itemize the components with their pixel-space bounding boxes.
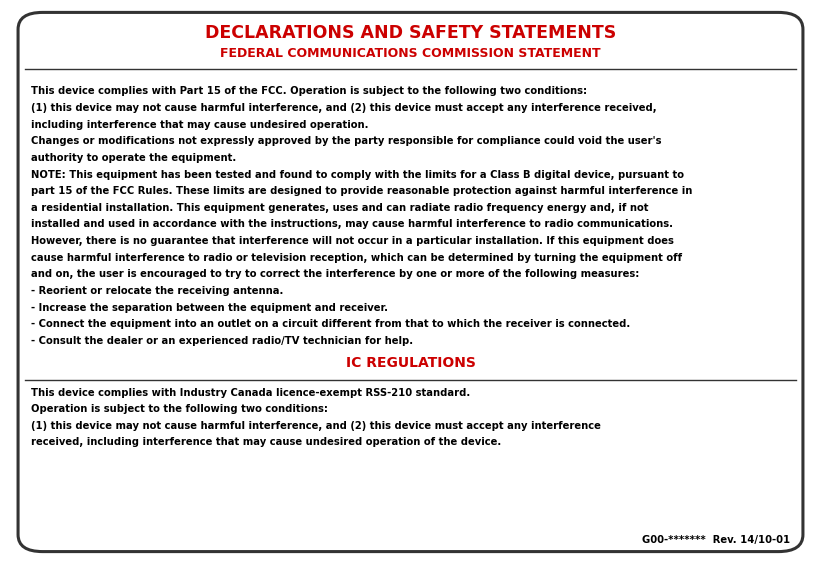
Text: installed and used in accordance with the instructions, may cause harmful interf: installed and used in accordance with th… <box>31 219 673 230</box>
Text: However, there is no guarantee that interference will not occur in a particular : However, there is no guarantee that inte… <box>31 236 674 246</box>
Text: This device complies with Industry Canada licence-exempt RSS-210 standard.: This device complies with Industry Canad… <box>31 387 470 398</box>
Text: (1) this device may not cause harmful interference, and (2) this device must acc: (1) this device may not cause harmful in… <box>31 421 601 431</box>
Text: including interference that may cause undesired operation.: including interference that may cause un… <box>31 120 369 130</box>
Text: Changes or modifications not expressly approved by the party responsible for com: Changes or modifications not expressly a… <box>31 136 662 146</box>
Text: a residential installation. This equipment generates, uses and can radiate radio: a residential installation. This equipme… <box>31 203 649 213</box>
Text: FEDERAL COMMUNICATIONS COMMISSION STATEMENT: FEDERAL COMMUNICATIONS COMMISSION STATEM… <box>220 46 601 60</box>
Text: part 15 of the FCC Rules. These limits are designed to provide reasonable protec: part 15 of the FCC Rules. These limits a… <box>31 186 693 196</box>
Text: cause harmful interference to radio or television reception, which can be determ: cause harmful interference to radio or t… <box>31 253 682 263</box>
Text: - Reorient or relocate the receiving antenna.: - Reorient or relocate the receiving ant… <box>31 286 283 296</box>
Text: This device complies with Part 15 of the FCC. Operation is subject to the follow: This device complies with Part 15 of the… <box>31 86 587 96</box>
Text: authority to operate the equipment.: authority to operate the equipment. <box>31 153 236 163</box>
Text: and on, the user is encouraged to try to correct the interference by one or more: and on, the user is encouraged to try to… <box>31 270 640 279</box>
FancyBboxPatch shape <box>18 12 803 552</box>
Text: received, including interference that may cause undesired operation of the devic: received, including interference that ma… <box>31 438 502 447</box>
Text: - Connect the equipment into an outlet on a circuit different from that to which: - Connect the equipment into an outlet o… <box>31 319 631 329</box>
Text: - Consult the dealer or an experienced radio/TV technician for help.: - Consult the dealer or an experienced r… <box>31 336 413 346</box>
Text: Operation is subject to the following two conditions:: Operation is subject to the following tw… <box>31 404 328 414</box>
Text: (1) this device may not cause harmful interference, and (2) this device must acc: (1) this device may not cause harmful in… <box>31 103 657 113</box>
Text: NOTE: This equipment has been tested and found to comply with the limits for a C: NOTE: This equipment has been tested and… <box>31 170 684 179</box>
Text: - Increase the separation between the equipment and receiver.: - Increase the separation between the eq… <box>31 303 388 312</box>
Text: DECLARATIONS AND SAFETY STATEMENTS: DECLARATIONS AND SAFETY STATEMENTS <box>205 24 616 42</box>
Text: G00-*******  Rev. 14/10-01: G00-******* Rev. 14/10-01 <box>642 535 790 545</box>
Text: IC REGULATIONS: IC REGULATIONS <box>346 356 475 370</box>
